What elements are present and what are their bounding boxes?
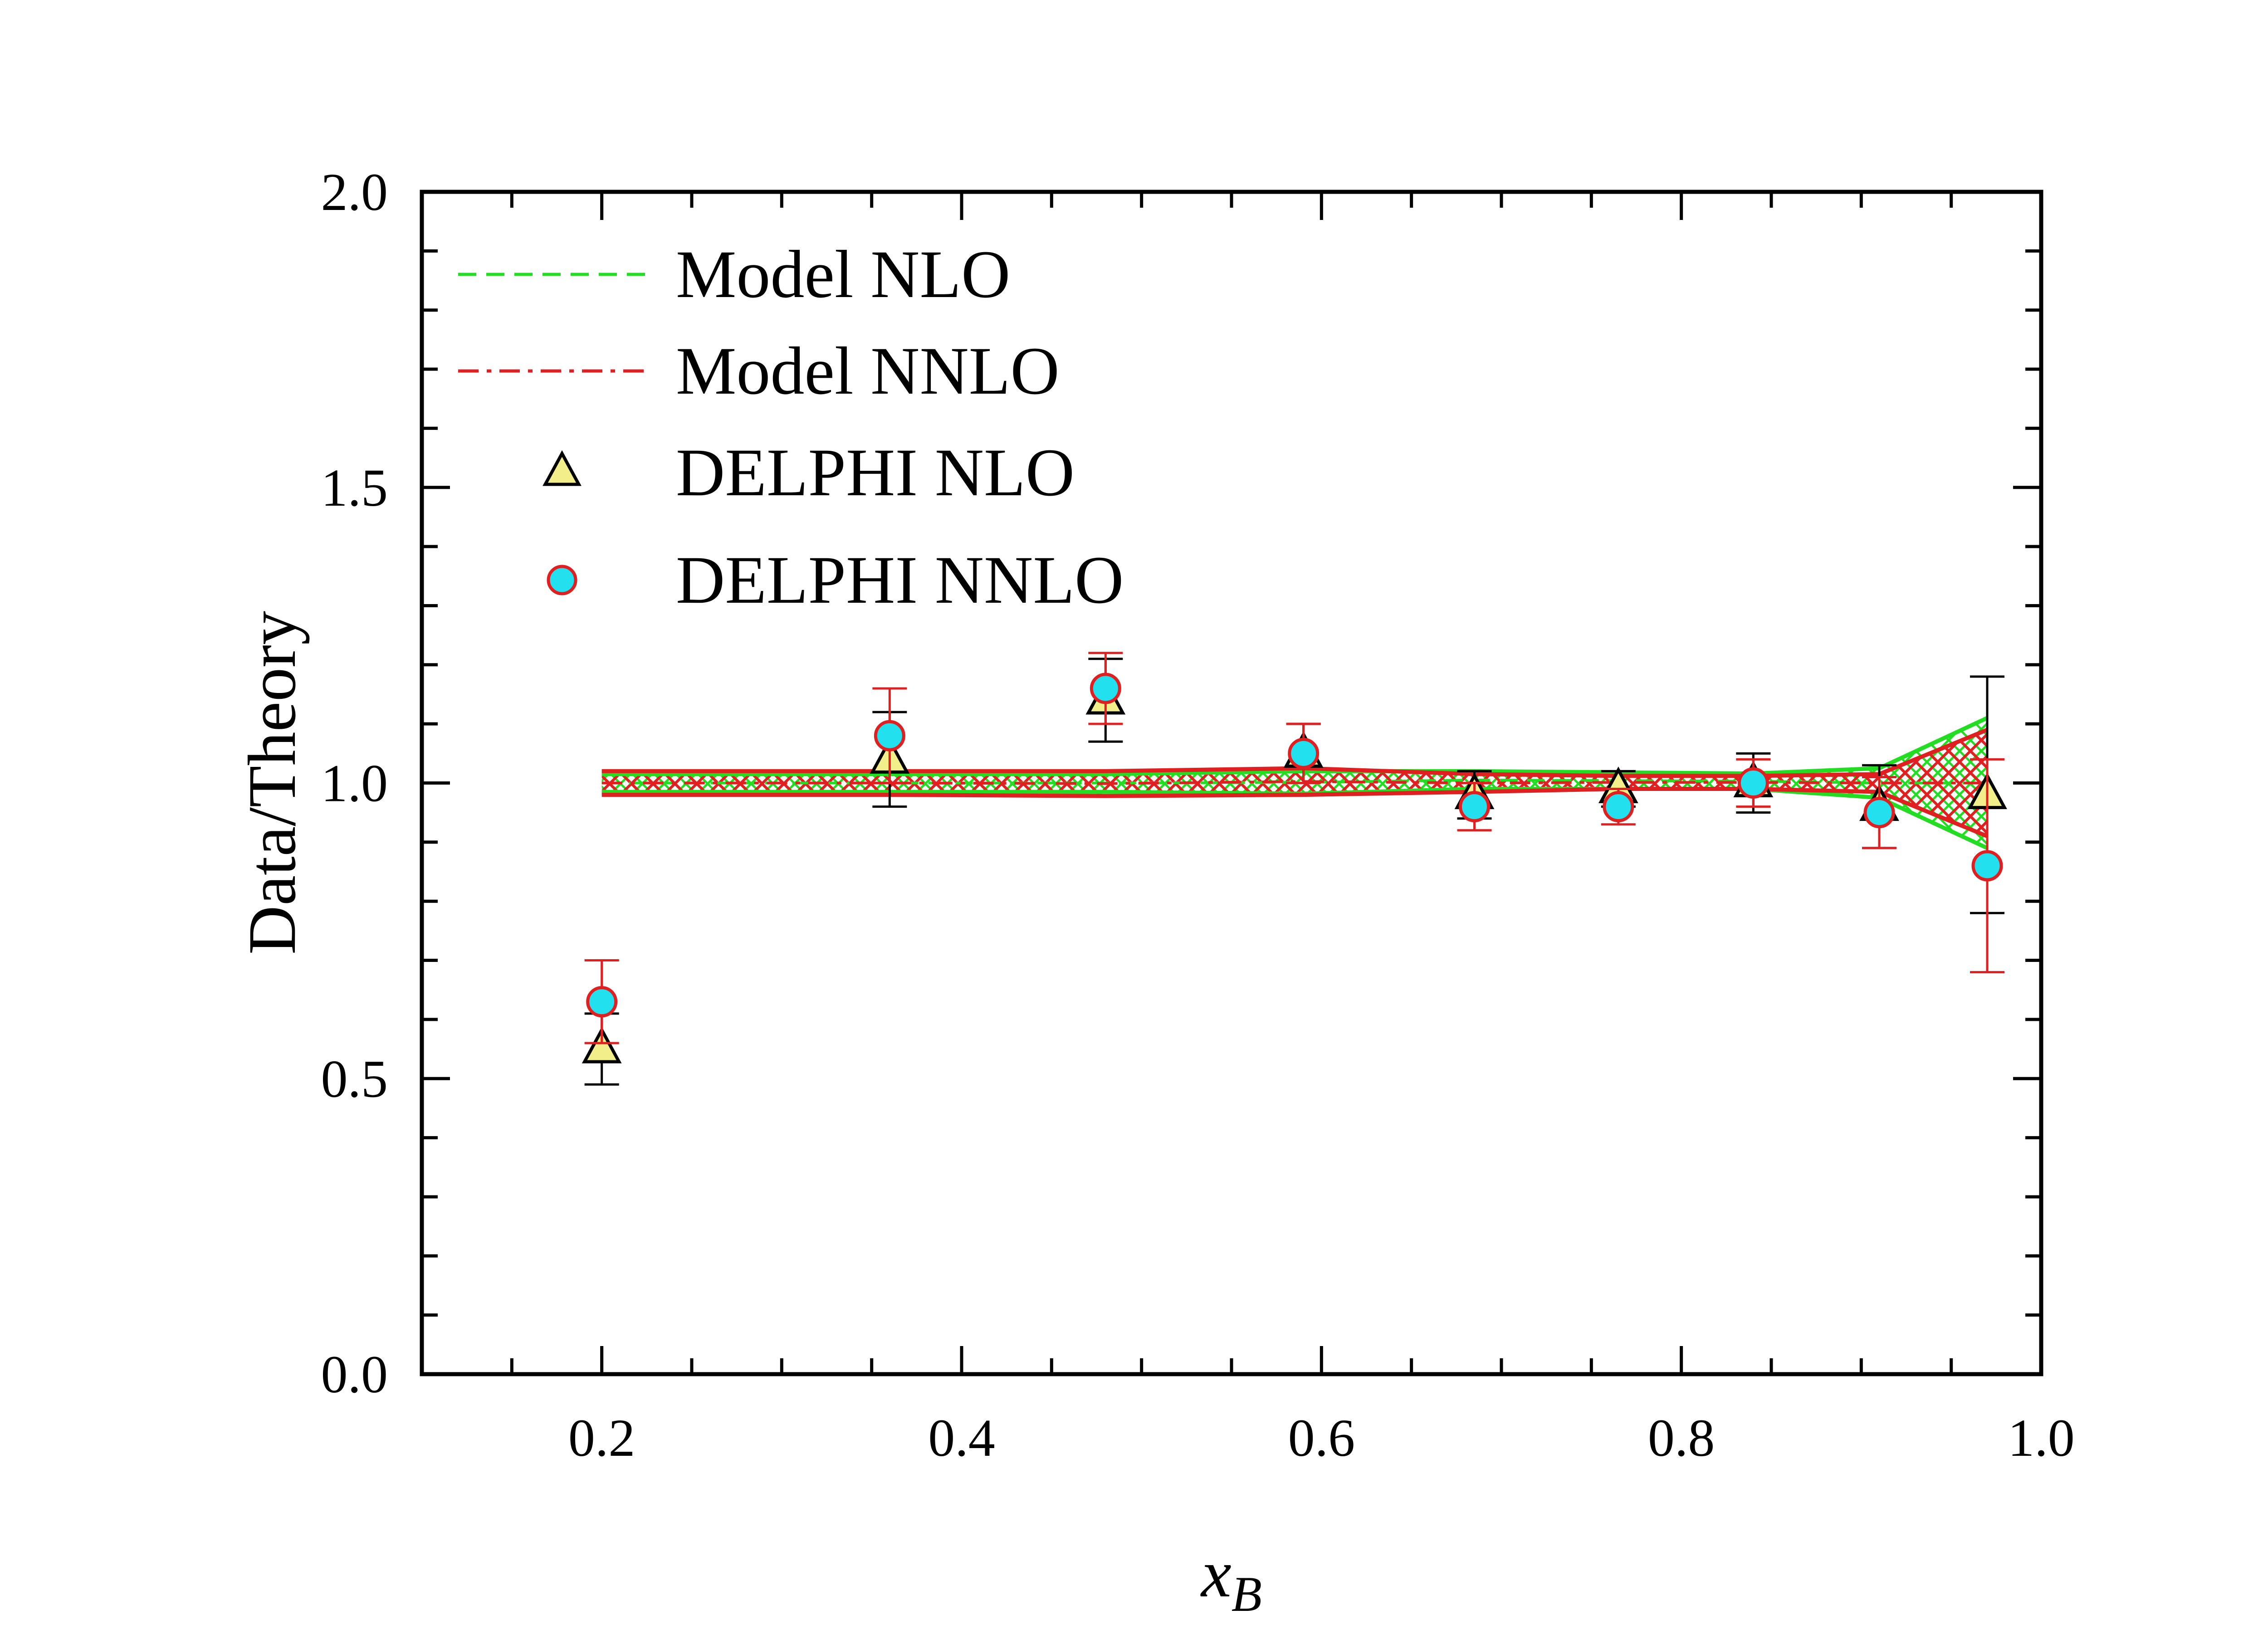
data-point-delphi-nnlo	[1737, 767, 1769, 799]
x-tick-label: 0.6	[1288, 1408, 1355, 1468]
data-point-delphi-nnlo	[1090, 673, 1121, 704]
band-lower-edge-model-nlo	[601, 787, 1988, 850]
band-lower-edge-model-nnlo	[601, 787, 1988, 838]
legend-label-delphi-nlo: DELPHI NLO	[676, 435, 1075, 510]
legend-item-delphi-nnlo: DELPHI NNLO	[547, 542, 1124, 618]
legend-label-model-nlo: Model NLO	[676, 237, 1010, 312]
x-axis-title-subscript: B	[1232, 1566, 1262, 1622]
data-point-delphi-nnlo	[1288, 737, 1320, 769]
data-point-delphi-nnlo	[586, 986, 618, 1018]
y-tick-label: 1.0	[321, 754, 388, 813]
y-tick-label: 0.0	[321, 1345, 388, 1404]
legend-label-model-nnlo: Model NNLO	[676, 333, 1060, 409]
legend: Model NLO Model NNLO DELPHI NLO DELPHI N…	[458, 237, 1124, 618]
data-point-delphi-nnlo	[1971, 850, 2003, 882]
legend-swatch-delphi-nlo-triangle-icon	[543, 450, 582, 486]
data-point-delphi-nnlo	[1863, 797, 1895, 829]
tick-labels: 0.2 0.4 0.6 0.8 1.0 0.0 0.5 1.0 1.5 2.0	[321, 162, 2075, 1468]
legend-item-delphi-nlo: DELPHI NLO	[543, 435, 1075, 510]
axis-ticks	[422, 192, 2041, 1374]
data-point-delphi-nnlo	[1459, 791, 1490, 823]
data-point-delphi-nnlo	[874, 720, 905, 751]
x-tick-label: 0.2	[568, 1408, 635, 1468]
plot-frame	[420, 190, 2043, 1376]
x-tick-label: 1.0	[2008, 1408, 2075, 1468]
data-point-delphi-nnlo	[1603, 791, 1634, 823]
y-tick-label: 0.5	[321, 1049, 388, 1108]
data-point-delphi-nlo	[582, 1026, 622, 1063]
legend-item-model-nlo: Model NLO	[458, 237, 1010, 312]
x-tick-label: 0.4	[928, 1408, 995, 1468]
legend-item-model-nnlo: Model NNLO	[458, 333, 1060, 409]
legend-swatch-delphi-nnlo-circle-icon	[547, 565, 577, 595]
data-points	[582, 652, 2007, 1086]
x-tick-label: 0.8	[1648, 1408, 1715, 1468]
legend-label-delphi-nnlo: DELPHI NNLO	[676, 542, 1124, 618]
y-tick-label: 1.5	[321, 458, 388, 517]
x-axis-title: xB	[1200, 1536, 1262, 1622]
y-axis-title: Data/Theory	[235, 611, 310, 955]
x-axis-title-main: x	[1200, 1536, 1232, 1611]
y-tick-label: 2.0	[321, 162, 388, 222]
